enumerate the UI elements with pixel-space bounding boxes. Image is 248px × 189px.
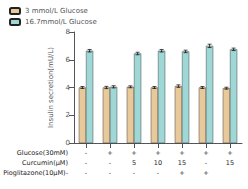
svg-text:+: + — [203, 149, 208, 157]
svg-text:-: - — [85, 149, 88, 157]
svg-text:5: 5 — [132, 159, 136, 167]
svg-text:15: 15 — [226, 159, 234, 167]
svg-text:-: - — [85, 169, 88, 177]
svg-text:-: - — [109, 169, 112, 177]
svg-text:+: + — [107, 149, 112, 157]
svg-text:+: + — [155, 149, 160, 157]
svg-text:3 mmol/L Glucose: 3 mmol/L Glucose — [25, 7, 88, 15]
svg-text:6: 6 — [66, 56, 71, 64]
svg-text:8: 8 — [66, 28, 70, 36]
svg-text:10: 10 — [154, 159, 162, 167]
svg-text:16.7mmol/L Glucose: 16.7mmol/L Glucose — [25, 18, 97, 26]
svg-text:+: + — [203, 169, 208, 177]
svg-text:-: - — [157, 169, 160, 177]
svg-text:Glucose(30mM): Glucose(30mM) — [17, 149, 68, 157]
svg-text:+: + — [227, 149, 232, 157]
svg-text:-: - — [205, 159, 208, 167]
svg-text:0: 0 — [66, 139, 70, 147]
svg-text:15: 15 — [178, 159, 186, 167]
svg-text:Pioglitazone(10μM)-: Pioglitazone(10μM)- — [3, 169, 68, 177]
svg-text:Insulin secretion(mU/L): Insulin secretion(mU/L) — [47, 47, 55, 128]
svg-text:-: - — [133, 169, 136, 177]
svg-text:-: - — [109, 159, 112, 167]
svg-text:Curcumin(μM): Curcumin(μM) — [22, 159, 68, 167]
svg-text:-: - — [85, 159, 88, 167]
svg-text:+: + — [179, 169, 184, 177]
svg-text:4: 4 — [66, 84, 71, 92]
svg-text:2: 2 — [66, 111, 70, 119]
svg-text:+: + — [179, 149, 184, 157]
svg-text:+: + — [131, 149, 136, 157]
